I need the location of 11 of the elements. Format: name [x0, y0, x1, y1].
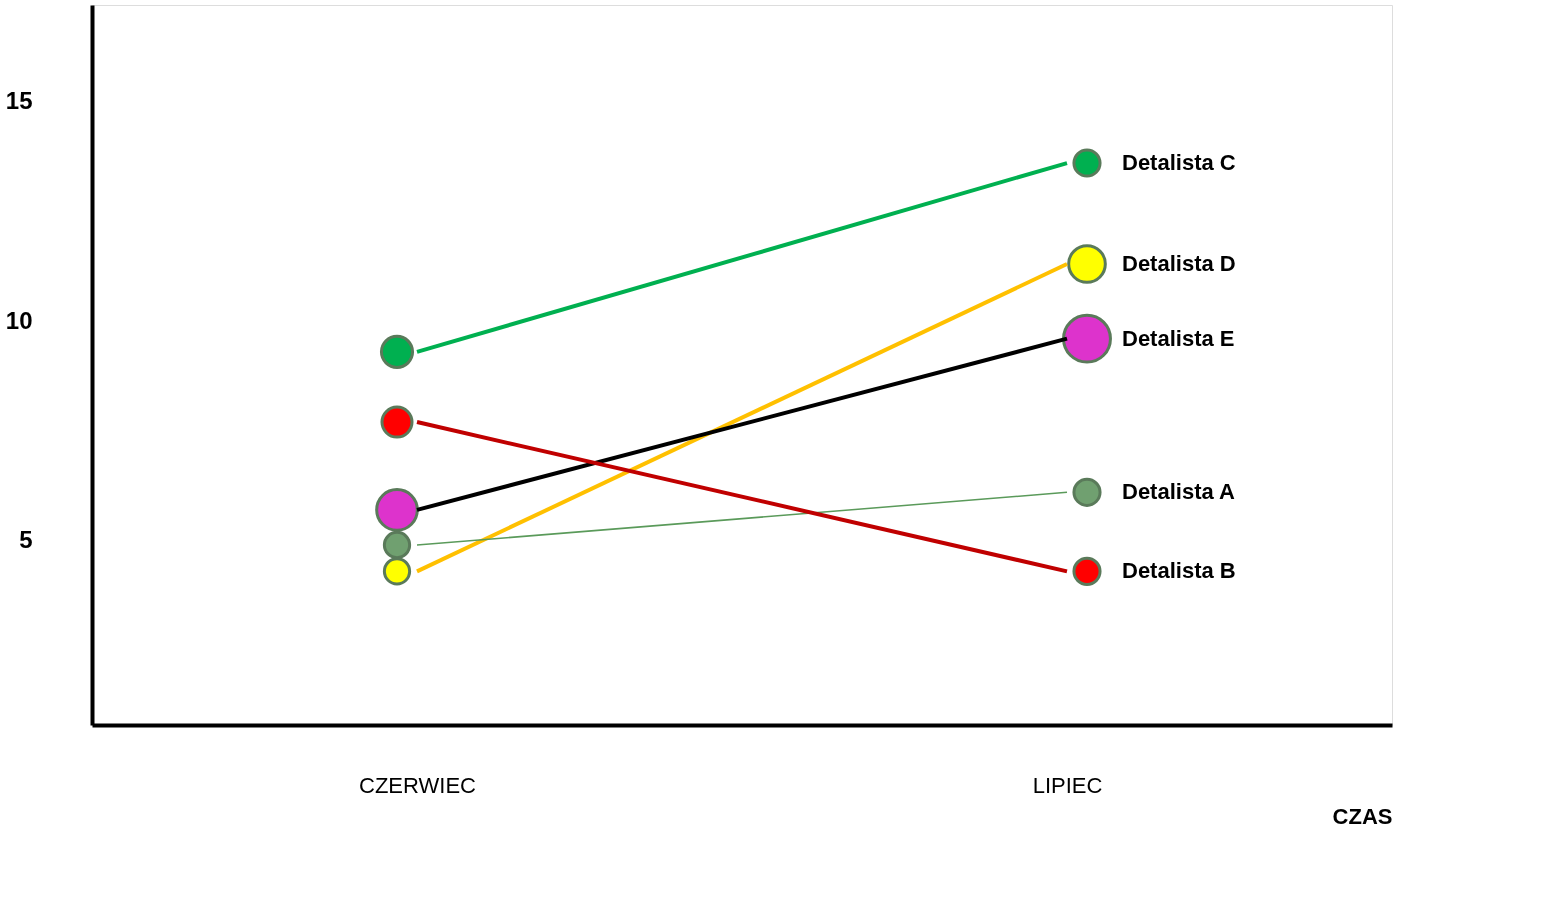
y-tick-label: 15 [5, 87, 33, 115]
x-tick-label: LIPIEC [1032, 772, 1103, 798]
y-tick-label: 10 [5, 306, 33, 334]
y-tick-label: 5 [19, 526, 33, 554]
text: Detalista C [1122, 150, 1236, 176]
text: Detalista A [1122, 479, 1235, 505]
x-tick-label: CZERWIEC [359, 772, 477, 798]
x-axis-title: CZAS [1332, 803, 1393, 829]
text: Detalista B [1122, 558, 1236, 584]
text: Detalista D [1122, 251, 1236, 277]
text: Detalista E [1122, 325, 1235, 351]
